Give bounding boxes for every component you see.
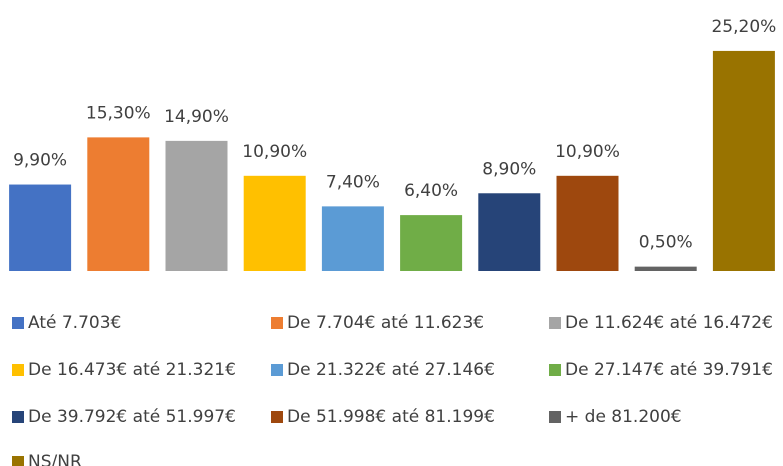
legend-swatch — [12, 317, 24, 329]
value-label: 0,50% — [639, 233, 693, 253]
legend-swatch — [12, 456, 24, 466]
bar — [243, 175, 306, 271]
value-label: 14,90% — [164, 107, 229, 127]
legend-swatch — [271, 317, 283, 329]
bar — [634, 266, 697, 271]
legend-swatch — [549, 364, 561, 376]
legend-label: + de 81.200€ — [565, 407, 682, 427]
bar — [87, 137, 150, 271]
legend-label: De 21.322€ até 27.146€ — [287, 360, 495, 380]
value-label: 6,40% — [404, 181, 458, 201]
value-label: 8,90% — [482, 159, 536, 179]
legend-label: De 51.998€ até 81.199€ — [287, 407, 495, 427]
legend-swatch — [549, 411, 561, 423]
bar — [321, 206, 384, 271]
legend-label: NS/NR — [28, 452, 82, 466]
value-label: 15,30% — [86, 103, 151, 123]
legend-label: De 7.704€ até 11.623€ — [287, 313, 484, 333]
bar — [712, 50, 775, 271]
bar — [400, 215, 463, 271]
legend-label: De 11.624€ até 16.472€ — [565, 313, 773, 333]
legend-swatch — [271, 411, 283, 423]
legend-label: De 27.147€ até 39.791€ — [565, 360, 773, 380]
value-label: 10,90% — [242, 142, 307, 162]
legend-swatch — [271, 364, 283, 376]
legend-swatch — [12, 364, 24, 376]
bar — [165, 140, 228, 271]
value-label: 10,90% — [555, 142, 620, 162]
value-label: 7,40% — [326, 172, 380, 192]
legend-label: De 39.792€ até 51.997€ — [28, 407, 236, 427]
value-label: 9,90% — [13, 151, 67, 171]
value-label: 25,20% — [711, 17, 776, 37]
bar — [556, 175, 619, 271]
legend-swatch — [549, 317, 561, 329]
bar — [9, 184, 72, 271]
legend-label: De 16.473€ até 21.321€ — [28, 360, 236, 380]
bar — [478, 193, 541, 271]
legend-label: Até 7.703€ — [28, 313, 121, 333]
legend-swatch — [12, 411, 24, 423]
